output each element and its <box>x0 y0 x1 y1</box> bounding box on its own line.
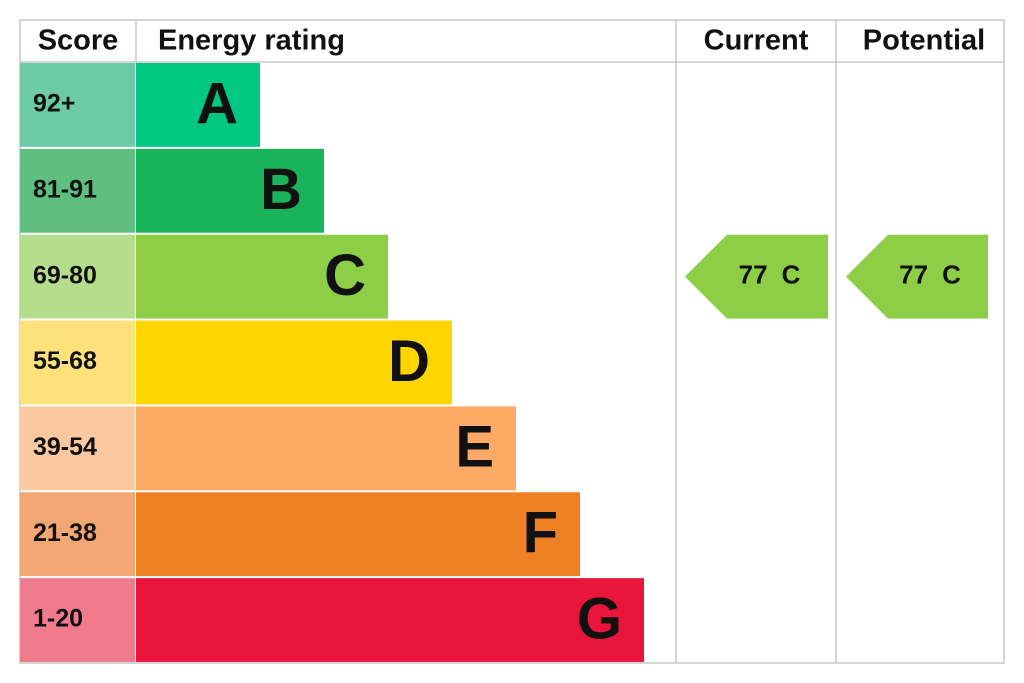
rating-bar <box>136 320 452 405</box>
rating-letter: G <box>577 586 622 651</box>
rating-letter: C <box>324 243 366 308</box>
rating-bar <box>136 63 260 147</box>
header-energy-rating: Energy rating <box>158 25 345 57</box>
score-label: 21-38 <box>33 519 97 547</box>
potential-arrow <box>846 234 988 319</box>
score-cell <box>20 148 135 233</box>
rating-letter: A <box>196 71 238 136</box>
rating-bar <box>136 406 516 491</box>
rating-letter: B <box>260 157 302 222</box>
potential-score: 77 <box>899 260 928 290</box>
score-cell <box>20 63 135 147</box>
potential-label: 77 C <box>899 260 961 290</box>
score-label: 39-54 <box>33 433 97 461</box>
score-label: 81-91 <box>33 175 97 203</box>
score-cell <box>20 578 135 662</box>
score-cell <box>20 234 135 319</box>
header-score: Score <box>38 25 119 57</box>
header-current: Current <box>704 25 809 57</box>
score-cell <box>20 320 135 405</box>
rating-bar <box>136 234 388 319</box>
potential-rating: C <box>942 260 961 290</box>
rating-bar <box>136 492 580 577</box>
header-potential: Potential <box>863 25 985 57</box>
current-score: 77 <box>739 260 768 290</box>
score-label: 55-68 <box>33 347 97 375</box>
score-label: 1-20 <box>33 605 83 633</box>
score-cell <box>20 492 135 577</box>
rating-letter: E <box>455 415 494 480</box>
rating-letter: D <box>388 329 430 394</box>
current-label: 77 C <box>739 260 801 290</box>
current-rating: C <box>782 260 801 290</box>
score-label: 92+ <box>33 90 75 118</box>
score-cell <box>20 406 135 491</box>
rating-bar <box>136 578 644 662</box>
score-label: 69-80 <box>33 261 97 289</box>
rating-bar <box>136 148 324 233</box>
current-arrow <box>685 234 828 319</box>
rating-letter: F <box>523 501 558 566</box>
